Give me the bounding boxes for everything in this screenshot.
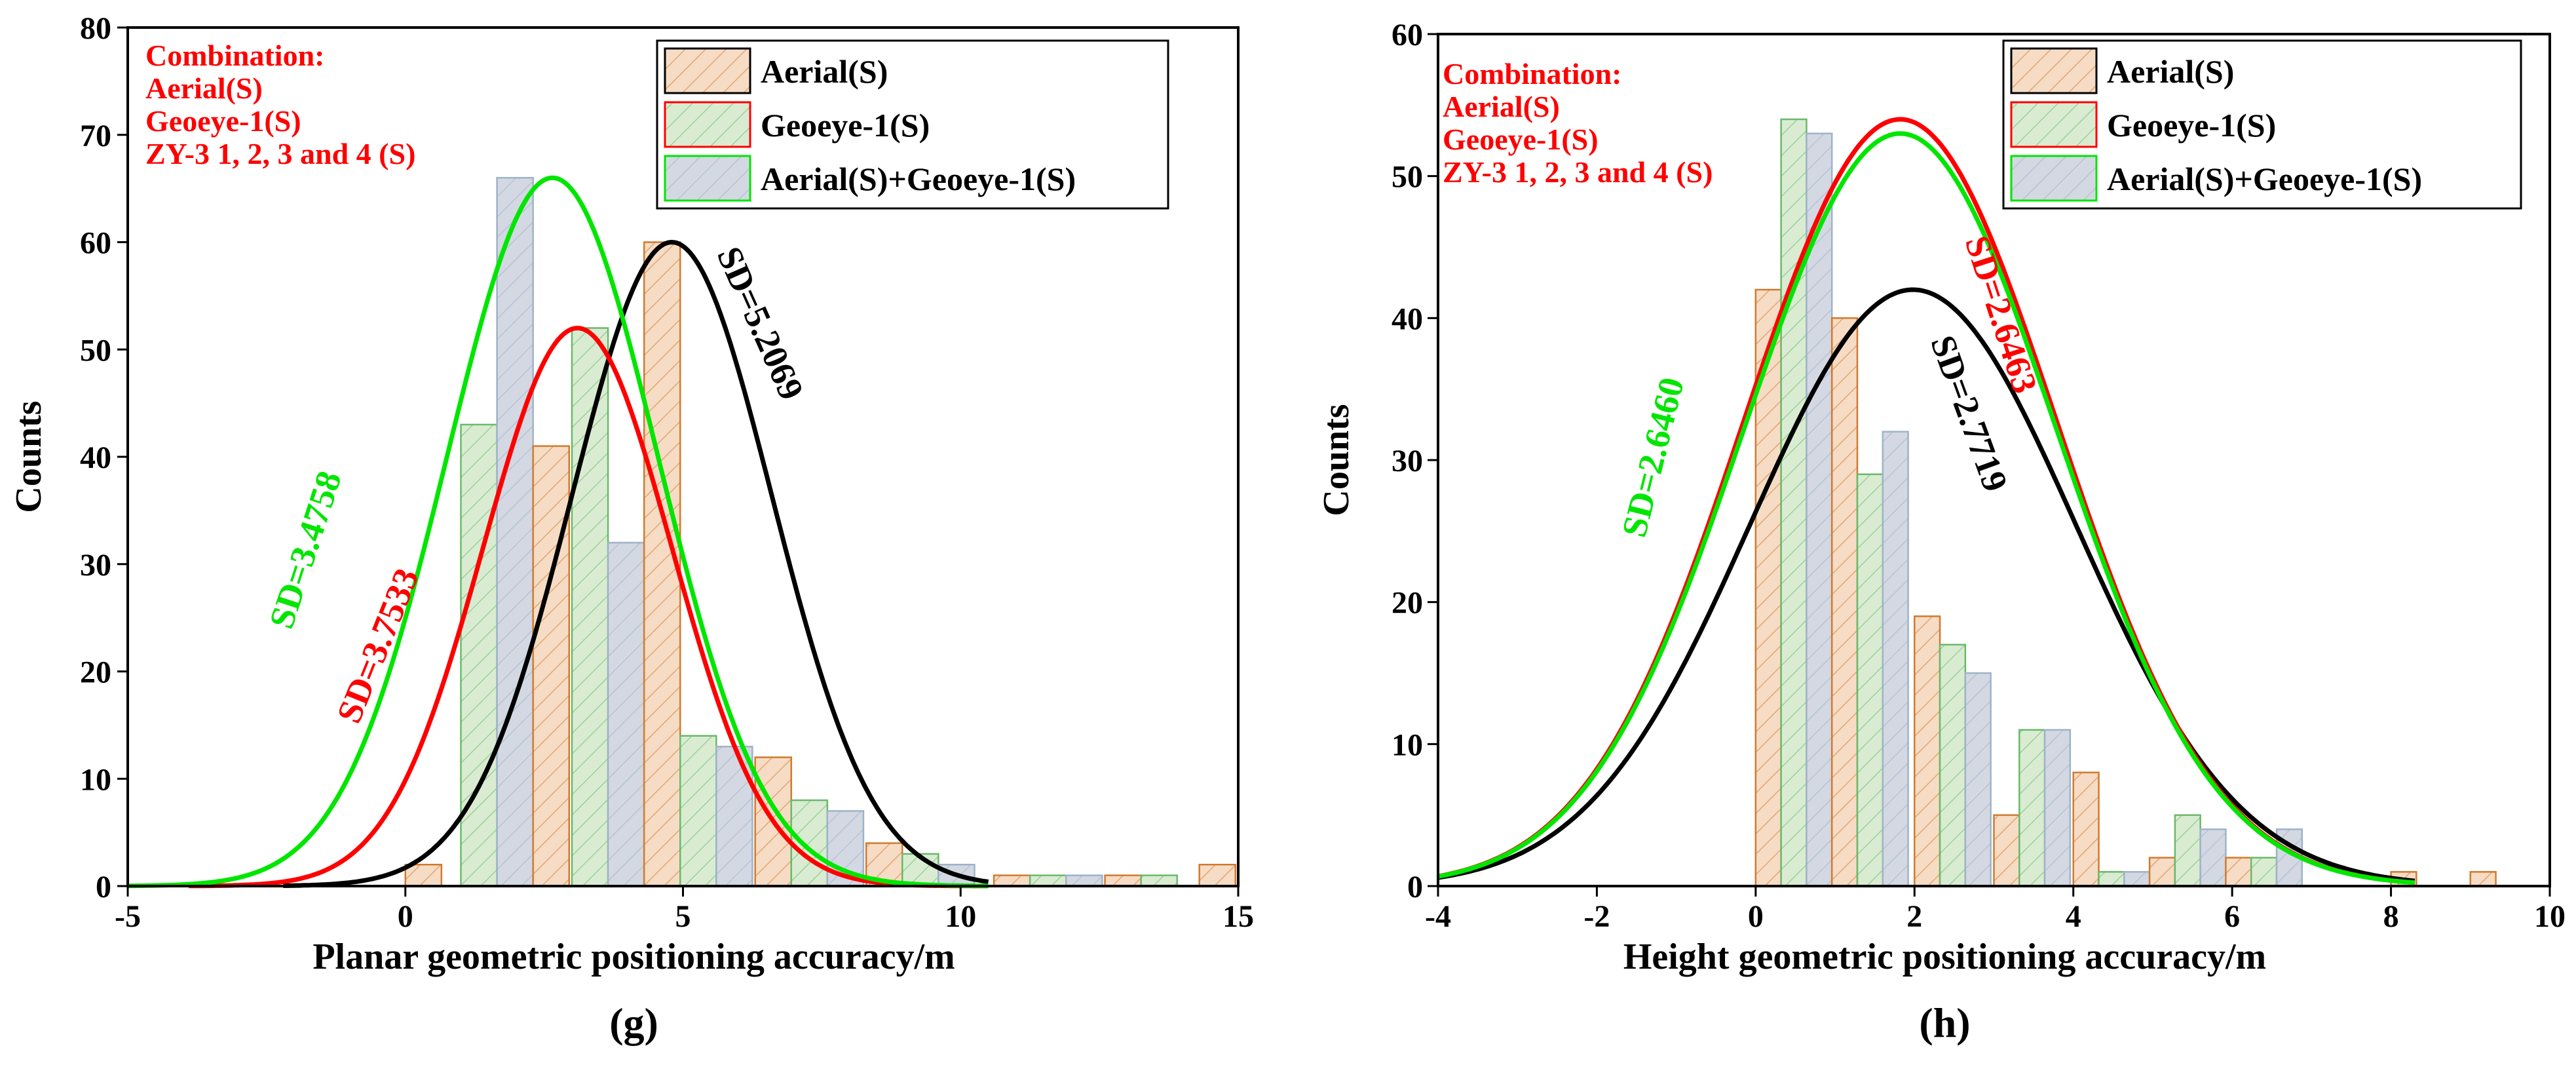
combination-item: Aerial(S): [145, 71, 263, 105]
x-tick-label: 10: [945, 899, 976, 934]
x-tick-label: -2: [1583, 899, 1610, 934]
combination-item: ZY-3 1, 2, 3 and 4 (S): [145, 137, 415, 170]
y-axis-title: Counts: [1316, 404, 1357, 516]
bar-combo-17: [1065, 874, 1103, 887]
y-tick-label: 20: [1392, 586, 1423, 621]
legend-label-aerial: Aerial(S): [2107, 53, 2234, 90]
curve-black: [1437, 287, 2415, 883]
y-tick-label: 80: [80, 11, 111, 46]
curve-red: [189, 326, 989, 889]
y-tick-label: 0: [96, 870, 111, 904]
y-axis-title: Counts: [9, 400, 49, 513]
x-tick-label: 0: [398, 899, 413, 934]
bar-geoeye-7: [1939, 644, 1967, 887]
bar-combo-2: [496, 177, 534, 887]
bar-aerial-18: [2225, 857, 2252, 887]
bar-aerial-6: [1914, 615, 1941, 887]
y-tick-label: 50: [1392, 160, 1423, 195]
panel-label: (h): [1919, 999, 1970, 1046]
legend-swatch-geoeye: [664, 101, 751, 148]
bar-aerial-20: [1198, 864, 1237, 887]
y-tick-label: 30: [1392, 444, 1423, 478]
bar-aerial-18: [1104, 874, 1142, 887]
y-tick-label: 60: [1392, 18, 1423, 52]
y-tick-label: 30: [80, 548, 111, 583]
x-tick-label: 2: [1906, 899, 1922, 934]
combination-item: Geoeye-1(S): [1443, 123, 1599, 156]
legend-label-aerial: Aerial(S): [761, 53, 888, 90]
panel-label: (g): [609, 999, 658, 1046]
bar-combo-11: [2043, 729, 2072, 887]
bar-geoeye-10: [790, 799, 829, 887]
bar-combo-8: [715, 745, 753, 887]
y-tick-label: 0: [1407, 870, 1423, 904]
bar-aerial-12: [2072, 771, 2100, 887]
bar-aerial-3: [532, 445, 571, 887]
x-tick-label: 5: [675, 899, 691, 934]
x-tick-label: -5: [115, 899, 141, 934]
bar-geoeye-19: [1140, 874, 1179, 887]
bar-aerial-3: [1830, 317, 1859, 887]
x-axis-title: Height geometric positioning accuracy/m: [1623, 937, 2266, 977]
chart-h: -4 -2 0 2 4 6 8 10 0 10 20 30 40 50 60 Height geometric…: [1316, 18, 2566, 1046]
legend-label-combo: Aerial(S)+Geoeye-1(S): [761, 161, 1076, 197]
legend-swatch-aerial: [664, 47, 751, 94]
x-tick-label: 8: [2383, 899, 2399, 934]
combination-item: ZY-3 1, 2, 3 and 4 (S): [1443, 155, 1713, 189]
sd-annotation-green: SD=3.4758: [261, 466, 349, 633]
y-tick-label: 40: [1392, 301, 1423, 336]
bar-combo-17: [2199, 828, 2227, 887]
bar-geoeye-16: [1029, 874, 1067, 887]
legend-swatch-aerial: [2010, 47, 2098, 94]
combination-item: Aerial(S): [1443, 90, 1560, 123]
bar-aerial-22: [2469, 871, 2497, 887]
bar-geoeye-10: [2018, 729, 2046, 887]
legend-label-geoeye: Geoeye-1(S): [2107, 107, 2276, 144]
bar-combo-5: [1882, 431, 1909, 887]
x-tick-label: -4: [1425, 899, 1451, 934]
bar-aerial-9: [1993, 814, 2020, 887]
combination-title: Combination:: [1443, 57, 1621, 90]
bar-geoeye-13: [2098, 871, 2125, 887]
curve-green: [127, 175, 989, 889]
legend-swatch-combo: [2010, 155, 2098, 202]
x-tick-label: 15: [1222, 899, 1254, 934]
y-tick-label: 10: [1392, 727, 1423, 762]
x-axis-title: Planar geometric positioning accuracy/m: [313, 937, 955, 977]
x-tick-label: 0: [1748, 899, 1764, 934]
y-tick-label: 70: [80, 119, 111, 153]
bar-geoeye-1: [460, 423, 498, 887]
bar-aerial-15: [993, 874, 1031, 887]
y-tick-label: 20: [80, 655, 111, 690]
bar-geoeye-4: [1856, 473, 1884, 887]
y-tick-label: 60: [80, 226, 111, 261]
combination-title: Combination:: [145, 39, 324, 72]
x-tick-label: 6: [2224, 899, 2240, 934]
x-tick-label: 4: [2066, 899, 2081, 934]
y-tick-label: 10: [80, 762, 111, 797]
legend-label-combo: Aerial(S)+Geoeye-1(S): [2107, 161, 2422, 197]
legend-swatch-combo: [664, 155, 751, 202]
bar-geoeye-1: [1780, 118, 1808, 887]
y-tick-label: 40: [80, 440, 111, 475]
bar-combo-8: [1964, 672, 1992, 887]
y-tick-label: 50: [80, 333, 111, 368]
legend-label-geoeye: Geoeye-1(S): [761, 107, 930, 144]
bar-combo-14: [2123, 871, 2151, 887]
bar-geoeye-19: [2250, 857, 2278, 887]
bar-geoeye-4: [571, 327, 609, 887]
combination-item: Geoeye-1(S): [145, 104, 301, 138]
bar-combo-5: [607, 541, 645, 887]
x-tick-label: 10: [2534, 899, 2566, 934]
bar-aerial-0: [404, 864, 443, 887]
legend-swatch-geoeye: [2010, 101, 2098, 148]
curve-black: [283, 240, 989, 888]
sd-annotation-green: SD=2.6460: [1614, 374, 1692, 541]
bar-geoeye-7: [679, 735, 717, 887]
curve-green: [1437, 131, 2415, 885]
bar-geoeye-16: [2174, 814, 2201, 887]
bar-aerial-15: [2148, 857, 2176, 887]
